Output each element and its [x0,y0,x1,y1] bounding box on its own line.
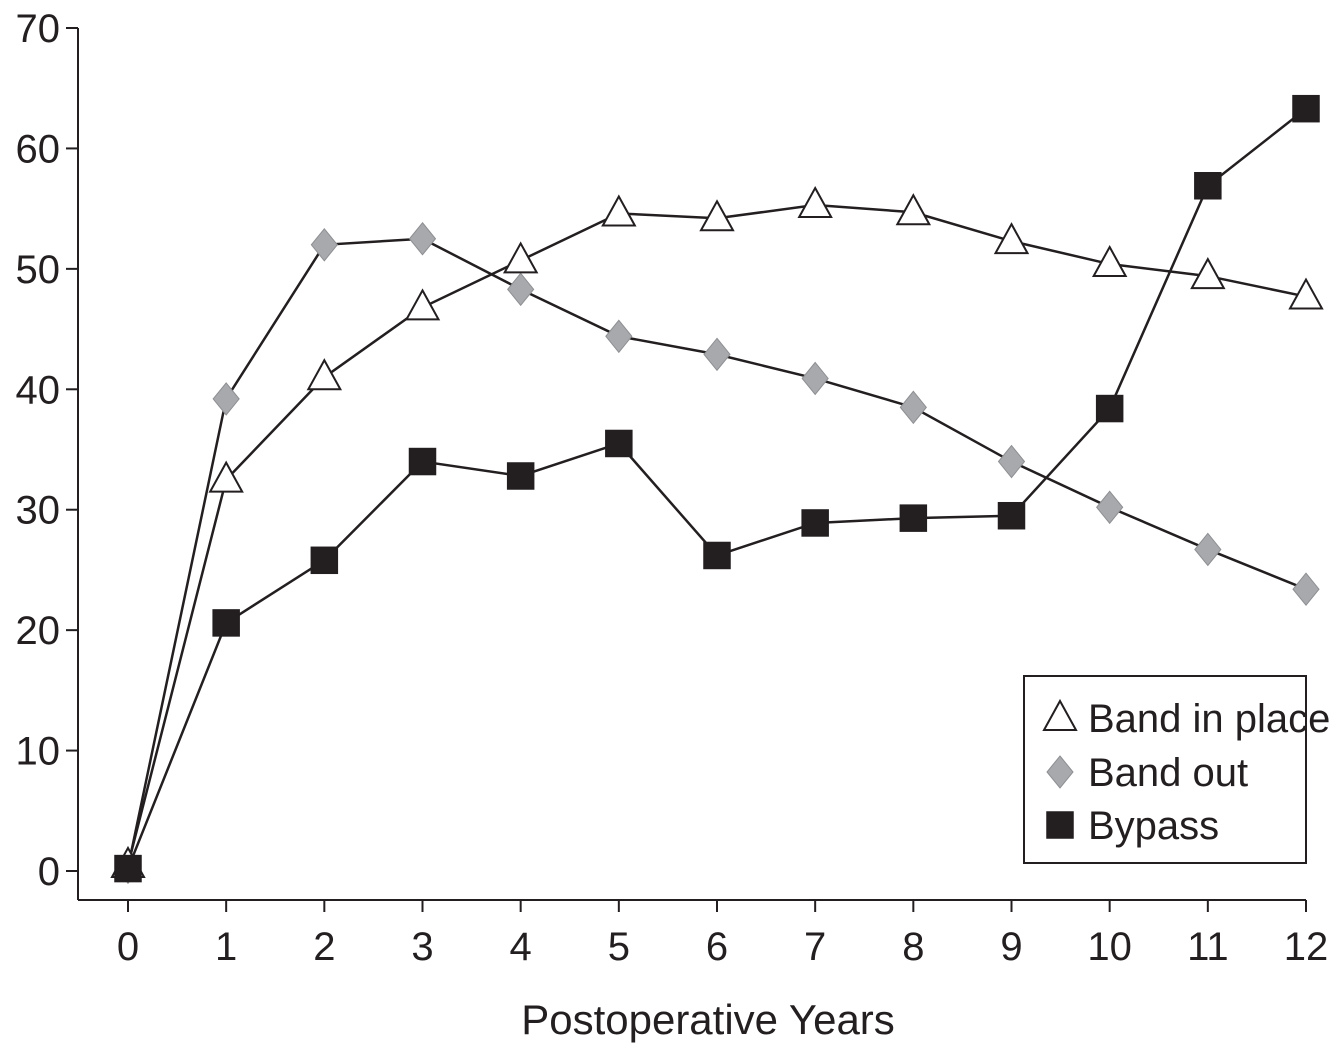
x-tick-label: 9 [1000,925,1022,969]
x-tick-label: 2 [313,925,335,969]
data-point-diamond [212,382,240,416]
x-tick-label: 5 [608,925,630,969]
data-point-square [1194,172,1222,200]
data-point-triangle [1190,257,1226,290]
data-point-diamond [1292,572,1320,606]
data-point-square [310,546,339,575]
data-point-square [997,501,1026,530]
series-markers-2 [114,94,1320,883]
y-tick-label: 60 [16,127,61,171]
x-tick-label: 1 [215,925,237,969]
data-point-diamond [507,272,535,307]
x-tick-label: 8 [902,925,924,969]
data-point-triangle [306,358,343,391]
x-tick-label: 6 [706,925,728,969]
data-point-square [408,447,437,476]
data-point-square [114,854,142,883]
x-tick-label: 4 [510,925,532,969]
data-point-square [1292,94,1320,123]
data-point-square [605,429,633,458]
x-axis-title: Postoperative Years [521,996,895,1043]
y-tick-label: 10 [16,730,61,774]
data-point-triangle [1288,277,1324,310]
data-point-triangle [502,241,539,274]
data-point-triangle [895,193,932,226]
data-point-triangle [404,288,441,321]
data-point-square [506,462,535,490]
data-point-triangle [208,460,244,493]
data-point-diamond [605,319,633,354]
data-point-diamond [997,444,1026,479]
data-point-triangle [601,194,637,227]
x-tick-label: 3 [411,925,433,969]
legend-marker-square [1046,811,1074,839]
x-tick-label: 0 [117,925,139,969]
y-tick-label: 0 [38,850,60,894]
x-tick-label: 7 [804,925,826,969]
data-point-diamond [1096,490,1124,525]
data-point-diamond [801,361,829,396]
y-tick-label: 20 [16,609,61,653]
data-point-diamond [1194,532,1222,567]
data-point-triangle [993,222,1030,255]
data-point-diamond [703,337,731,372]
data-point-triangle [1091,244,1128,278]
legend-label: Band out [1088,751,1248,795]
data-point-square [212,609,240,637]
legend-label: Band in place [1088,697,1330,741]
y-tick-label: 50 [16,248,61,292]
legend-marker-triangle [1042,698,1078,731]
legend-label: Bypass [1088,804,1219,848]
x-tick-label: 10 [1087,925,1132,969]
legend-marker-diamond [1046,755,1074,789]
y-tick-label: 40 [16,368,61,412]
data-point-diamond [899,390,927,425]
y-tick-label: 30 [16,489,61,533]
data-point-square [1095,394,1124,423]
data-point-square [801,509,829,537]
data-point-diamond [310,227,338,262]
data-point-triangle [797,185,833,219]
data-point-square [899,504,928,532]
x-tick-label: 12 [1284,925,1329,969]
data-point-square [703,541,731,570]
series-markers [110,94,1324,885]
legend: Band in place Band out Bypass [1023,675,1330,864]
data-point-diamond [408,221,437,256]
y-tick-label: 70 [16,7,61,51]
x-tick-label: 11 [1187,925,1229,969]
data-point-triangle [699,199,735,232]
